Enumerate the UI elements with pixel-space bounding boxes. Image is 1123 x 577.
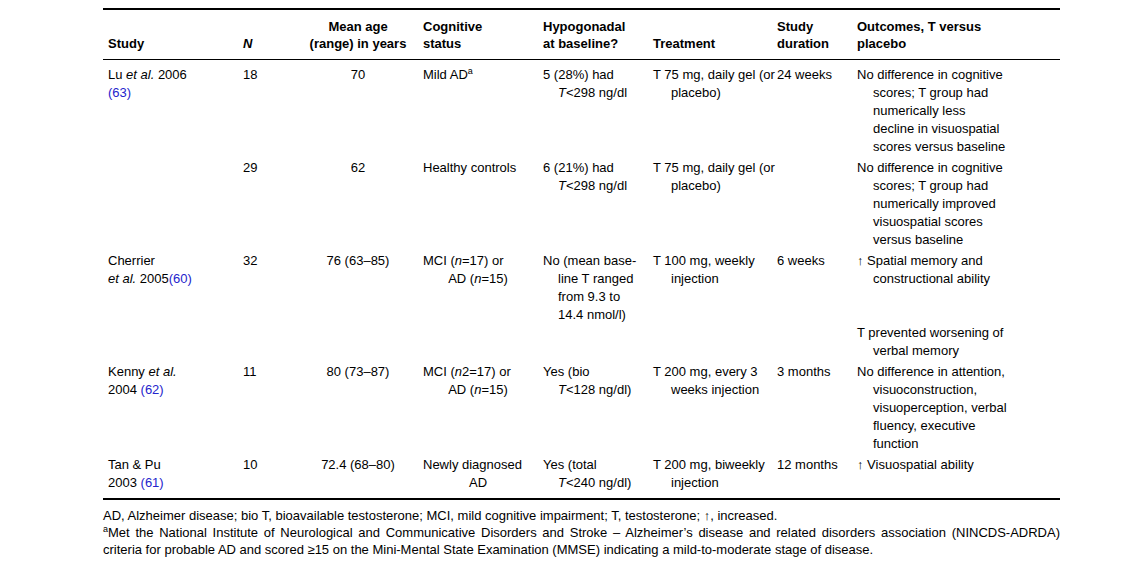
cell-hypogonadal: No (mean base-line T rangedfrom 9.3 to14…: [543, 252, 653, 360]
cell-cognitive: Mild ADa: [423, 66, 543, 156]
table-row: Cherrieret al. 2005(60)3276 (63–85)MCI (…: [103, 252, 1060, 360]
table-bottom-rule: [103, 498, 1060, 500]
cell-cognitive: Newly diagnosedAD: [423, 456, 543, 492]
cell-cognitive: MCI (n2=17) orAD (n=15): [423, 363, 543, 453]
citation-link[interactable]: (60): [169, 271, 192, 286]
cell-cognitive: Healthy controls: [423, 159, 543, 249]
cell-outcomes: ↑ Visuospatial ability: [857, 456, 1060, 492]
cell-study: Kenny et al.2004 (62): [103, 363, 243, 453]
cell-treatment: T 75 mg, daily gel (orplacebo): [653, 66, 777, 156]
cell-study: Lu et al. 2006(63): [103, 66, 243, 156]
cell-study: Cherrieret al. 2005(60): [103, 252, 243, 360]
table-footnotes: AD, Alzheimer disease; bio T, bioavailab…: [103, 507, 1060, 558]
cell-n: 29: [243, 159, 305, 249]
cell-hypogonadal: 5 (28%) hadT<298 ng/dl: [543, 66, 653, 156]
cell-age: 62: [305, 159, 423, 249]
cell-age: 72.4 (68–80): [305, 456, 423, 492]
header-n: N: [243, 10, 305, 59]
cell-n: 32: [243, 252, 305, 360]
header-study: Study: [103, 10, 243, 59]
header-duration: Studyduration: [777, 10, 857, 59]
cell-n: 10: [243, 456, 305, 492]
cell-treatment: T 200 mg, every 3weeks injection: [653, 363, 777, 453]
footnote-a: aMet the National Institute of Neurologi…: [103, 524, 1060, 558]
cell-hypogonadal: Yes (totalT<240 ng/dl): [543, 456, 653, 492]
table-row: Kenny et al.2004 (62)1180 (73–87)MCI (n2…: [103, 363, 1060, 453]
cell-outcomes: ↑ Spatial memory andconstructional abili…: [857, 252, 1060, 360]
cell-duration: 6 weeks: [777, 252, 857, 360]
cell-hypogonadal: Yes (bioT<128 ng/dl): [543, 363, 653, 453]
cell-study: Tan & Pu2003 (61): [103, 456, 243, 492]
table-row: Lu et al. 2006(63)1870Mild ADa5 (28%) ha…: [103, 66, 1060, 156]
cell-cognitive: MCI (n=17) orAD (n=15): [423, 252, 543, 360]
header-treatment: Treatment: [653, 10, 777, 59]
header-cognitive: Cognitivestatus: [423, 10, 543, 59]
cell-age: 70: [305, 66, 423, 156]
cell-age: 76 (63–85): [305, 252, 423, 360]
cell-treatment: T 100 mg, weeklyinjection: [653, 252, 777, 360]
cell-outcomes: No difference in attention,visuoconstruc…: [857, 363, 1060, 453]
study-table: StudyNMean age(range) in yearsCognitives…: [103, 8, 1060, 500]
citation-link[interactable]: (62): [141, 382, 164, 397]
citation-link[interactable]: (61): [141, 475, 164, 490]
cell-n: 18: [243, 66, 305, 156]
citation-link[interactable]: (63): [108, 85, 131, 100]
cell-n: 11: [243, 363, 305, 453]
cell-hypogonadal: 6 (21%) hadT<298 ng/dl: [543, 159, 653, 249]
cell-age: 80 (73–87): [305, 363, 423, 453]
abbreviations-note: AD, Alzheimer disease; bio T, bioavailab…: [103, 507, 1060, 524]
cell-duration: [777, 159, 857, 249]
cell-treatment: T 75 mg, daily gel (orplacebo): [653, 159, 777, 249]
cell-duration: 24 weeks: [777, 66, 857, 156]
table-header-row: StudyNMean age(range) in yearsCognitives…: [103, 10, 1060, 59]
table-body: Lu et al. 2006(63)1870Mild ADa5 (28%) ha…: [103, 60, 1060, 498]
cell-duration: 3 months: [777, 363, 857, 453]
cell-outcomes: No difference in cognitivescores; T grou…: [857, 66, 1060, 156]
table-row: Tan & Pu2003 (61)1072.4 (68–80)Newly dia…: [103, 456, 1060, 492]
header-age: Mean age(range) in years: [305, 10, 423, 59]
header-hypogonadal: Hypogonadalat baseline?: [543, 10, 653, 59]
cell-study: [103, 159, 243, 249]
header-outcomes: Outcomes, T versusplacebo: [857, 10, 1060, 59]
cell-outcomes: No difference in cognitivescores; T grou…: [857, 159, 1060, 249]
table-row: 2962Healthy controls6 (21%) hadT<298 ng/…: [103, 159, 1060, 249]
cell-treatment: T 200 mg, biweeklyinjection: [653, 456, 777, 492]
cell-duration: 12 months: [777, 456, 857, 492]
